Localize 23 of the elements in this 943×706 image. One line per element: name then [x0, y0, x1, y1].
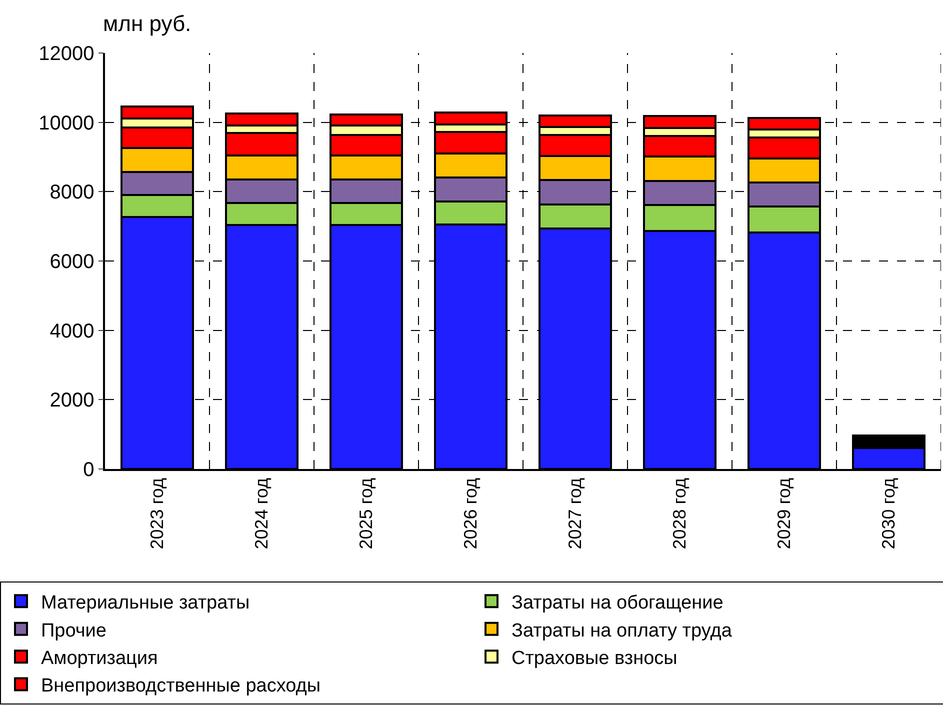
y-tick-label: 10000 [38, 112, 94, 134]
legend-label: Затраты на обогащение [512, 592, 724, 614]
y-tick-label: 8000 [50, 182, 94, 204]
legend-label: Внепроизводственные расходы [41, 676, 321, 697]
x-tick-label: 2028 год [670, 477, 690, 550]
x-tick-label: 2026 год [460, 477, 481, 550]
y-tick-label: 0 [83, 459, 94, 481]
legend-label: Прочие [41, 620, 106, 642]
x-tick-label: 2027 год [565, 477, 586, 550]
y-axis-title: млн руб. [103, 11, 192, 36]
y-tick-label: 6000 [50, 251, 94, 273]
legend-label: Страховые взносы [512, 648, 678, 669]
y-tick-label: 2000 [50, 390, 94, 412]
legend-label: Амортизация [41, 648, 158, 669]
x-tick-label: 2029 год [774, 477, 794, 550]
x-tick-label: 2025 год [356, 477, 376, 550]
legend-label: Материальные затраты [41, 592, 250, 614]
y-tick-label: 4000 [50, 320, 94, 342]
legend-label: Затраты на оплату труда [512, 620, 732, 642]
x-tick-label: 2024 год [252, 477, 272, 550]
x-tick-label: 2030 год [878, 477, 899, 550]
x-tick-label: 2023 год [147, 477, 168, 550]
y-tick-label: 12000 [38, 43, 94, 65]
